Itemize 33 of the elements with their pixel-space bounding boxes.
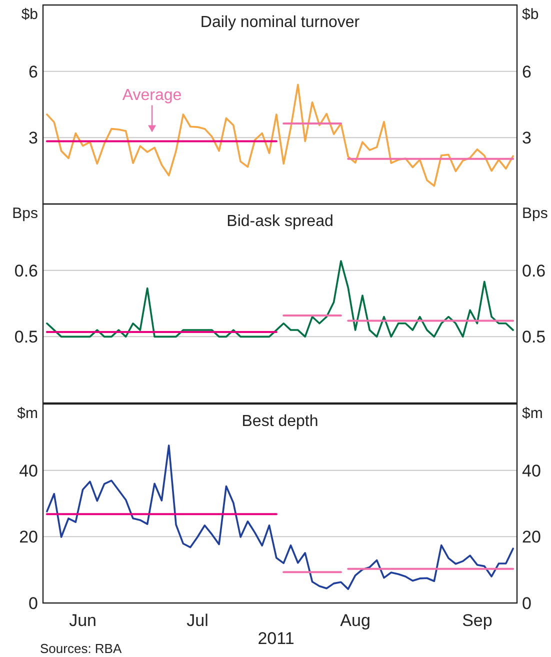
y2-tick-label: 0 xyxy=(522,594,532,613)
source-note: Sources: RBA xyxy=(40,641,122,656)
x-tick-label: Jun xyxy=(69,611,97,630)
annotation: Average xyxy=(122,87,182,104)
y2-tick-label: 6 xyxy=(522,62,532,82)
x-axis-title: 2011 xyxy=(258,629,294,648)
y2-tick-label: 0.5 xyxy=(522,328,546,347)
y-tick-label: 20 xyxy=(19,528,38,547)
y-axis-title: Bps xyxy=(12,205,38,222)
x-tick-label: Aug xyxy=(340,611,370,630)
y-axis-title: $b xyxy=(21,6,38,23)
line-series xyxy=(46,444,514,590)
y-tick-label: 0.6 xyxy=(14,261,38,280)
text: Daily nominal turnover xyxy=(200,14,360,31)
y2-tick-label: 0.6 xyxy=(522,261,546,280)
y2-axis-title: $b xyxy=(522,6,539,23)
y2-tick-label: 20 xyxy=(522,528,541,547)
y-axis-title: $m xyxy=(17,405,38,422)
x-tick-label: Jul xyxy=(186,611,208,630)
text: Best depth xyxy=(242,413,318,430)
y2-axis-title: Bps xyxy=(522,205,548,222)
y-tick-label: 6 xyxy=(28,62,38,82)
y-tick-label: 40 xyxy=(19,461,38,480)
text: Bid-ask spread xyxy=(226,213,334,230)
y2-tick-label: 3 xyxy=(522,128,532,148)
y-tick-label: 0.5 xyxy=(14,328,38,347)
line-series xyxy=(46,84,514,187)
y-tick-label: 3 xyxy=(28,128,38,148)
y2-axis-title: $m xyxy=(522,405,543,422)
y-tick-label: 0 xyxy=(28,594,38,613)
line-series xyxy=(46,260,514,338)
x-tick-label: Sep xyxy=(462,611,492,630)
y2-tick-label: 40 xyxy=(522,461,541,480)
